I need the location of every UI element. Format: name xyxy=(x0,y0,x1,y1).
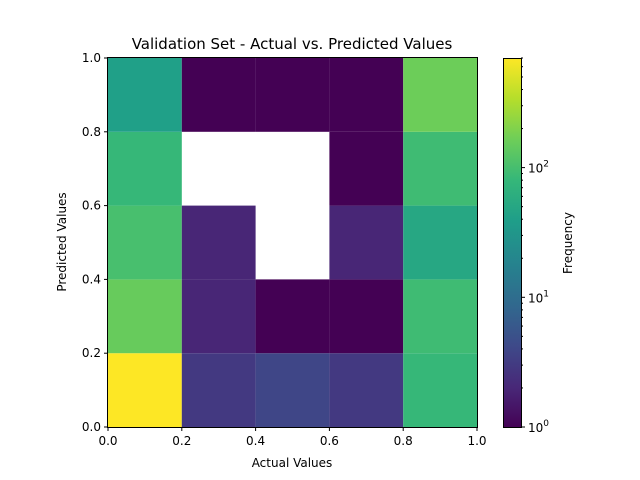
heatmap-cell-r1-c2 xyxy=(255,279,330,354)
y-tick-label: 1.0 xyxy=(82,51,101,65)
y-tick-label: 0.0 xyxy=(82,420,101,434)
heatmap-cell-r3-c0 xyxy=(108,131,182,206)
colorbar-tick-label: 100 xyxy=(528,419,549,435)
heatmap-cell-r2-c3 xyxy=(329,205,404,280)
x-tick-label: 1.0 xyxy=(467,434,486,448)
heatmap-cell-r3-c4 xyxy=(403,131,477,206)
y-axis: 0.0 0.2 0.4 0.6 0.8 1.0 xyxy=(82,51,108,434)
heatmap-cell-r0-c0 xyxy=(108,353,182,427)
heatmap-cell-r2-c0 xyxy=(108,205,182,280)
y-tick-label: 0.4 xyxy=(82,272,101,286)
heatmap-cell-r4-c3 xyxy=(329,58,404,132)
colorbar-label: Frequency xyxy=(561,212,575,274)
x-axis: 0.0 0.2 0.4 0.6 0.8 1.0 xyxy=(98,427,487,448)
y-axis-label: Predicted Values xyxy=(55,192,69,291)
y-tick-label: 0.2 xyxy=(82,346,101,360)
heatmap-cell-r1-c0 xyxy=(108,279,182,354)
heatmap-cell-r0-c2 xyxy=(255,353,330,427)
colorbar-frame xyxy=(503,58,522,428)
x-tick-label: 0.0 xyxy=(98,434,117,448)
heatmap-cell-r1-c4 xyxy=(403,279,477,354)
heatmap-cell-r4-c0 xyxy=(108,58,182,132)
x-tick-label: 0.6 xyxy=(320,434,339,448)
heatmap-cell-r3-c3 xyxy=(329,131,404,206)
colorbar xyxy=(503,58,521,428)
heatmap-cell-r2-c1 xyxy=(181,205,256,280)
heatmap-cell-r1-c3 xyxy=(329,279,404,354)
x-tick-label: 0.8 xyxy=(394,434,413,448)
colorbar-tick-label: 101 xyxy=(528,289,549,305)
y-tick-label: 0.6 xyxy=(82,199,101,213)
colorbar-ticks: 100 101 102 xyxy=(521,57,549,435)
colorbar-tick-label: 102 xyxy=(528,160,549,176)
heatmap-cell-r4-c2 xyxy=(255,58,330,132)
heatmap-cell-r4-c4 xyxy=(403,58,477,132)
heatmap-cell-r0-c1 xyxy=(181,353,256,427)
y-tick-label: 0.8 xyxy=(82,125,101,139)
heatmap-cell-r1-c1 xyxy=(181,279,256,354)
x-tick-label: 0.4 xyxy=(246,434,265,448)
heatmap-cells xyxy=(108,58,477,427)
heatmap-cell-r2-c4 xyxy=(403,205,477,280)
heatmap-cell-r0-c4 xyxy=(403,353,477,427)
heatmap-cell-r0-c3 xyxy=(329,353,404,427)
x-tick-label: 0.2 xyxy=(172,434,191,448)
chart-title: Validation Set - Actual vs. Predicted Va… xyxy=(132,35,453,53)
heatmap-cell-r4-c1 xyxy=(181,58,256,132)
x-axis-label: Actual Values xyxy=(252,456,333,470)
plot-frame xyxy=(107,57,478,428)
